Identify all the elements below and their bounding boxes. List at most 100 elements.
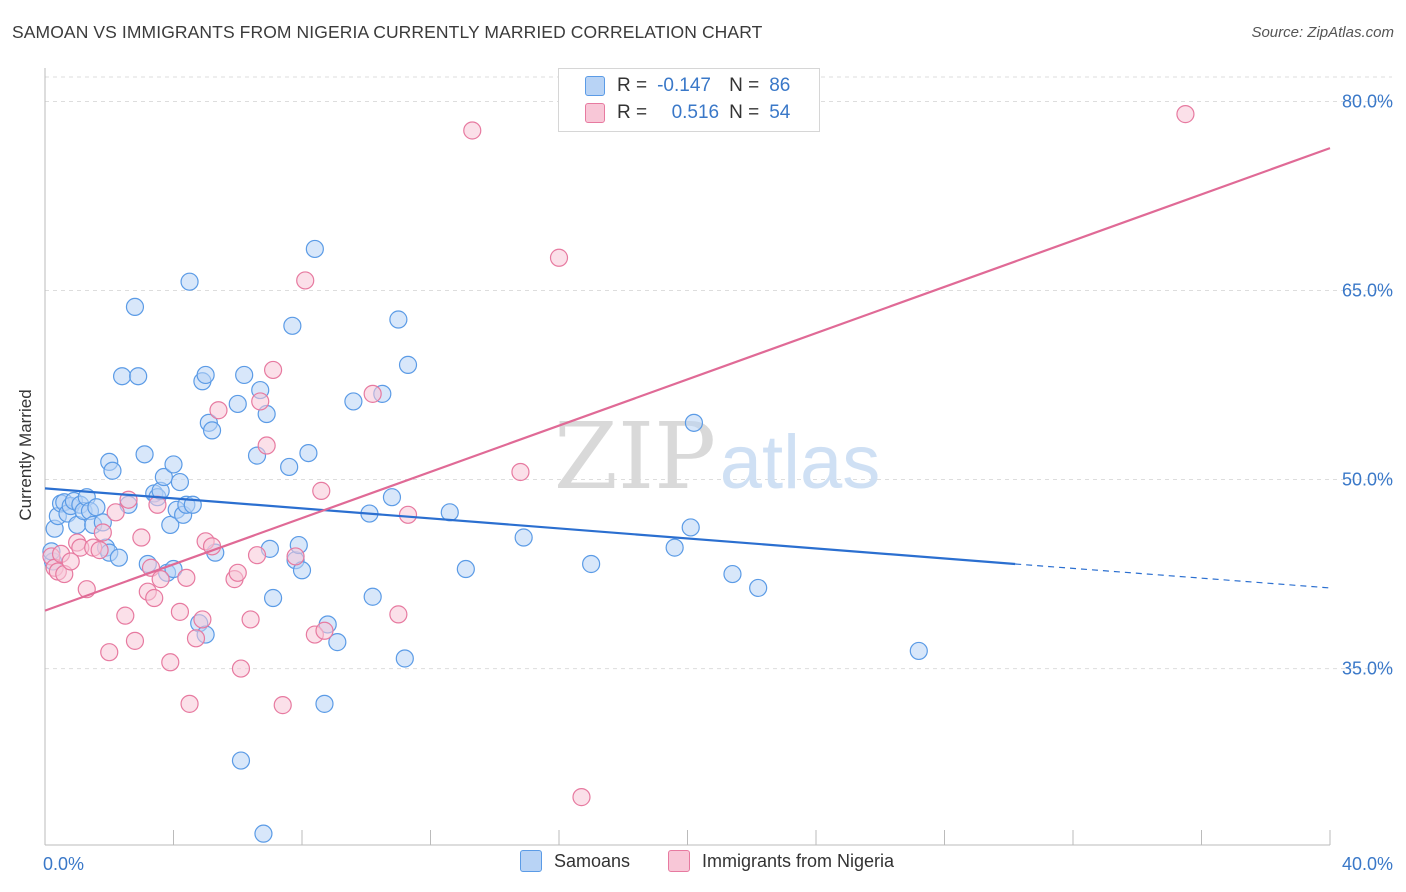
samoan-point <box>456 559 475 579</box>
y-axis-label: Currently Married <box>16 389 35 521</box>
samoan-point <box>665 538 684 557</box>
samoan-point <box>440 503 459 522</box>
nigeria-point <box>170 602 190 621</box>
legend-label-nigeria: Immigrants from Nigeria <box>702 850 895 871</box>
y-tick-label: 65.0% <box>1342 281 1393 301</box>
nigeria-point <box>231 659 251 678</box>
nigeria-point <box>549 248 569 267</box>
nigeria-point <box>312 481 331 500</box>
samoan-point <box>299 443 318 463</box>
x-tick-label: 0.0% <box>43 854 84 874</box>
nigeria-point <box>148 495 167 514</box>
legend-item-samoans: Samoans <box>520 850 630 872</box>
nigeria-point <box>161 653 180 672</box>
axes-layer <box>44 68 1331 846</box>
nigeria-point <box>90 541 109 560</box>
nigeria-point <box>296 271 315 290</box>
nigeria-point <box>193 610 212 629</box>
samoan-point <box>363 587 382 606</box>
points-layer <box>42 105 1195 843</box>
samoan-point <box>382 488 402 507</box>
samoan-point <box>389 310 408 329</box>
samoan-point <box>164 455 183 474</box>
samoan-point <box>315 694 334 713</box>
nigeria-point <box>251 392 270 411</box>
legend-row-samoans: R = -0.147 N = 86 <box>585 73 790 99</box>
nigeria-point <box>398 505 418 524</box>
samoan-point <box>280 457 299 477</box>
samoan-point <box>684 413 704 432</box>
legend-n-value: 86 <box>769 75 791 96</box>
nigeria-point <box>263 360 283 380</box>
samoan-point <box>87 498 106 517</box>
nigeria-point <box>61 552 80 571</box>
samoan-point <box>180 272 199 291</box>
samoan-trend-extension <box>1015 563 1331 589</box>
samoan-point <box>283 316 302 335</box>
nigeria-point <box>106 503 125 522</box>
samoan-point <box>398 355 418 374</box>
legend-n-label: N = <box>729 75 760 96</box>
series-legend: Samoans Immigrants from Nigeria <box>0 850 1406 880</box>
nigeria-point <box>209 401 228 420</box>
samoan-point <box>196 365 215 385</box>
samoan-point <box>170 472 190 492</box>
legend-r-value: 0.516 <box>671 102 720 123</box>
legend-label-samoans: Samoans <box>554 850 631 871</box>
nigeria-point <box>315 621 334 640</box>
legend-swatch-samoans <box>520 850 542 872</box>
samoan-point <box>103 461 122 480</box>
nigeria-point <box>177 568 196 587</box>
nigeria-point <box>463 121 482 140</box>
samoan-point <box>228 394 247 414</box>
nigeria-point <box>286 547 305 566</box>
legend-n-value: 54 <box>769 102 791 123</box>
source-label: Source: ZipAtlas.com <box>1251 24 1394 41</box>
nigeria-point <box>100 643 119 662</box>
watermark-atlas: atlas <box>720 420 881 505</box>
nigeria-trend-line <box>44 147 1331 612</box>
nigeria-point <box>93 523 112 542</box>
nigeria-point <box>132 528 151 547</box>
nigeria-point <box>273 696 292 715</box>
samoan-point <box>125 297 145 317</box>
nigeria-point <box>257 436 276 455</box>
legend-item-nigeria: Immigrants from Nigeria <box>668 850 894 872</box>
x-tick-label: 40.0% <box>1342 854 1393 874</box>
samoan-point <box>235 365 254 385</box>
legend-row-nigeria: R = 0.516 N = 54 <box>585 100 790 126</box>
samoan-point <box>395 649 414 668</box>
nigeria-point <box>151 570 170 589</box>
samoan-point <box>328 633 347 652</box>
trend-lines-layer <box>44 147 1331 612</box>
y-tick-label: 35.0% <box>1342 659 1393 679</box>
legend-n-label: N = <box>729 102 760 123</box>
nigeria-point <box>572 788 591 807</box>
nigeria-point <box>247 546 267 565</box>
watermark: ZIP atlas <box>554 403 880 510</box>
tick-labels-layer: 35.0% 50.0% 65.0% 80.0% 0.0% 40.0% <box>43 92 1393 874</box>
samoan-point <box>135 445 154 464</box>
samoan-point <box>254 824 273 843</box>
nigeria-point <box>363 384 382 403</box>
samoan-point <box>582 554 601 574</box>
legend-r-value: -0.147 <box>657 75 711 96</box>
samoan-point <box>723 564 742 584</box>
nigeria-point <box>511 462 530 482</box>
nigeria-point <box>186 629 206 648</box>
nigeria-point <box>116 606 135 625</box>
samoan-point <box>909 641 928 661</box>
samoan-point <box>129 367 148 386</box>
nigeria-point <box>180 694 199 713</box>
samoan-point <box>305 239 324 259</box>
nigeria-point <box>125 631 145 650</box>
nigeria-point <box>145 588 164 608</box>
samoan-point <box>202 421 222 440</box>
nigeria-point <box>228 563 247 582</box>
legend-swatch-nigeria <box>585 103 605 123</box>
samoan-trend-line <box>44 487 1016 566</box>
nigeria-point <box>389 605 408 624</box>
samoan-point <box>344 392 363 411</box>
samoan-point <box>109 548 128 567</box>
